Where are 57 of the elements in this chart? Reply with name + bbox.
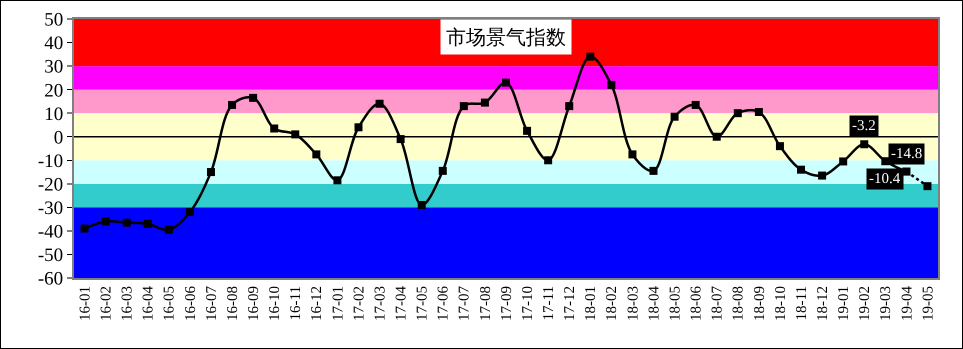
x-tick-label: 17-09 xyxy=(498,286,515,321)
x-tick-label: 18-01 xyxy=(583,286,600,321)
x-tick-label: 17-03 xyxy=(372,286,388,321)
x-tick-label: 18-08 xyxy=(730,286,747,321)
y-tick-label: 0 xyxy=(54,127,64,148)
y-tick-label: -20 xyxy=(38,174,64,196)
x-tick-label: 18-02 xyxy=(604,286,620,321)
x-tick-label: 17-12 xyxy=(562,286,578,321)
y-tick-label: 50 xyxy=(44,10,64,31)
x-tick-label: 17-06 xyxy=(436,286,452,321)
x-tick-label: 16-04 xyxy=(140,286,157,321)
x-tick-label: 17-10 xyxy=(520,286,536,321)
x-tick-label: 16-11 xyxy=(288,286,304,320)
x-tick-label: 19-01 xyxy=(836,286,852,321)
x-tick-label: 16-10 xyxy=(267,286,284,321)
data-label: -3.2 xyxy=(852,118,876,134)
x-tick-label: 16-12 xyxy=(309,286,326,321)
x-tick-label: 17-02 xyxy=(351,286,368,321)
x-tick-label: 18-06 xyxy=(688,286,705,321)
y-tick-label: 10 xyxy=(44,104,64,125)
x-tick-label: 17-11 xyxy=(541,286,558,320)
chart-title: 市场景气指数 xyxy=(446,25,566,49)
x-tick-label: 18-07 xyxy=(710,286,726,321)
x-tick-label: 18-03 xyxy=(625,286,642,321)
x-tick-label: 17-04 xyxy=(394,286,410,321)
y-tick-label: 40 xyxy=(44,33,64,54)
y-tick-label: -60 xyxy=(38,268,64,290)
y-tick-label: -50 xyxy=(38,245,64,266)
x-tick-label: 17-07 xyxy=(456,286,473,321)
x-tick-label: 19-02 xyxy=(857,286,874,321)
x-tick-label: 17-01 xyxy=(330,286,346,321)
x-tick-label: 16-03 xyxy=(120,286,136,321)
x-tick-label: 17-05 xyxy=(414,286,431,321)
x-tick-label: 16-05 xyxy=(162,286,178,321)
y-tick-label: 30 xyxy=(44,56,64,78)
x-tick-label: 16-02 xyxy=(98,286,114,321)
x-tick-label: 16-08 xyxy=(224,286,241,321)
y-tick-label: 20 xyxy=(44,80,64,102)
y-tick-label: -10 xyxy=(38,150,64,172)
x-tick-label: 18-05 xyxy=(667,286,684,321)
x-tick-label: 18-11 xyxy=(794,286,810,320)
x-tick-label: 16-06 xyxy=(182,286,199,321)
y-tick-label: -30 xyxy=(38,198,64,220)
x-tick-label: 19-03 xyxy=(878,286,894,321)
x-tick-label: 18-12 xyxy=(814,286,831,321)
x-tick-label: 16-01 xyxy=(77,286,94,321)
x-tick-label: 18-04 xyxy=(646,286,662,321)
data-label: -10.4 xyxy=(869,171,901,187)
y-tick-label: -40 xyxy=(38,222,64,243)
data-label: -14.8 xyxy=(891,146,922,162)
x-tick-label: 19-04 xyxy=(899,286,916,321)
x-tick-label: 16-09 xyxy=(246,286,262,321)
x-tick-label: 16-07 xyxy=(204,286,220,321)
x-tick-label: 19-05 xyxy=(920,286,936,321)
x-tick-label: 18-09 xyxy=(752,286,768,321)
x-tick-label: 18-10 xyxy=(772,286,789,321)
x-tick-label: 17-08 xyxy=(478,286,494,321)
